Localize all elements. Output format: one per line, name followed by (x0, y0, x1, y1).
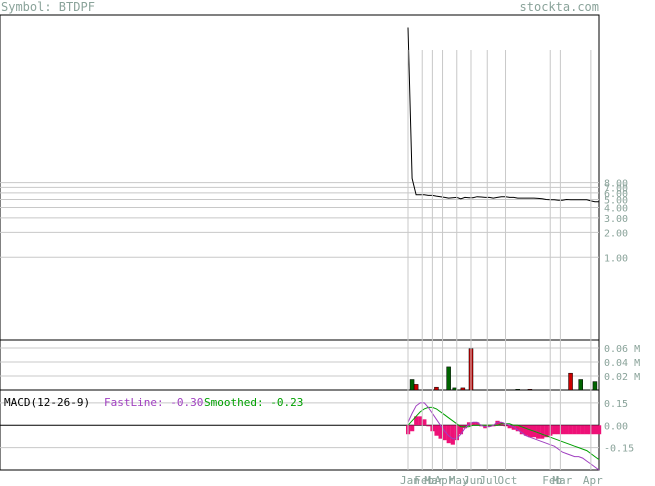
macd-histogram-bar (519, 425, 524, 435)
volume-tick-label: 0.02 M (604, 372, 640, 383)
macd-histogram-bar (584, 425, 590, 435)
macd-histogram-bar (523, 425, 529, 436)
macd-histogram-bar (527, 425, 533, 438)
macd-tick-label: 0.15 (604, 399, 628, 410)
month-tick-label: Jan (400, 474, 420, 486)
macd-histogram-bar (458, 425, 464, 435)
macd-histogram-bar (576, 425, 581, 435)
site-label: stockta.com (520, 0, 599, 14)
macd-histogram-bar (597, 425, 602, 435)
macd-histogram (406, 416, 602, 445)
symbol-label: Symbol: BTDPF (1, 0, 95, 14)
volume-bar (578, 379, 583, 391)
volume-bar (515, 389, 520, 391)
macd-tick-label: -0.15 (604, 444, 634, 455)
month-tick-label: Jun (463, 474, 483, 486)
macd-histogram-bar (438, 425, 443, 439)
macd-histogram-bar (507, 425, 512, 429)
macd-histogram-bar (434, 425, 439, 436)
volume-grid: 0.02 M 0.04 M 0.06 M (0, 344, 640, 383)
macd-histogram-bar (556, 425, 561, 435)
macd-smoothed-line (407, 406, 600, 461)
price-tick-label: 7.00 (604, 183, 628, 194)
volume-bar (527, 389, 533, 391)
volume-bar (568, 372, 573, 391)
volume-bar (460, 387, 466, 391)
month-tick-label: Mar (424, 474, 444, 486)
macd-histogram-bar (487, 425, 492, 427)
macd-histogram-bar (560, 425, 565, 435)
macd-histogram-bar (572, 425, 577, 435)
volume-bar (409, 379, 415, 391)
price-grid: 1.00 2.00 3.004.005.006.007.008.00 (0, 179, 628, 264)
macd-histogram-bar (414, 416, 419, 426)
price-line (407, 27, 599, 203)
price-tick-label: 4.00 (604, 203, 628, 214)
month-tick-label: Apr (435, 474, 455, 486)
macd-histogram-bar (418, 416, 423, 426)
month-tick-label: Feb (414, 474, 434, 486)
macd-histogram-bar (450, 425, 455, 445)
macd-tick-label: 0.00 (604, 421, 628, 432)
volume-bar (452, 387, 457, 391)
macd-histogram-bar (446, 425, 451, 444)
price-series (407, 27, 599, 203)
price-tick-label: 1.00 (604, 253, 628, 264)
macd-smoothed-label: Smoothed: -0.23 (204, 396, 303, 409)
macd-histogram-bar (475, 422, 480, 426)
macd-lines (407, 402, 600, 471)
volume-bar (434, 386, 439, 391)
volume-tick-label: 0.04 M (604, 358, 640, 369)
macd-histogram-bar (568, 425, 573, 435)
price-tick-label: 6.00 (604, 189, 628, 200)
volume-bars (409, 348, 598, 391)
volume-bar (592, 381, 598, 391)
month-tick-label: Oct (498, 474, 518, 486)
macd-histogram-bar (495, 420, 500, 426)
macd-fast-line (407, 402, 600, 471)
month-tick-label: Apr (583, 474, 603, 486)
macd-histogram-bar (592, 425, 598, 435)
macd-histogram-bar (552, 425, 557, 435)
macd-histogram-bar (422, 419, 427, 426)
macd-histogram-bar (564, 425, 569, 435)
macd-title: MACD(12-26-9) (4, 396, 90, 409)
month-tick-label: Mar (552, 474, 572, 486)
macd-histogram-bar (540, 425, 545, 439)
macd-histogram-bar (442, 425, 447, 441)
price-tick-label: 2.00 (604, 228, 628, 239)
macd-histogram-bar (426, 425, 431, 427)
macd-histogram-bar (471, 422, 476, 426)
macd-histogram-bar (511, 425, 516, 430)
month-tick-label: Jul (479, 474, 499, 486)
macd-histogram-bar (410, 425, 415, 432)
macd-histogram-bar (544, 425, 549, 438)
macd-histogram-bar (580, 425, 585, 435)
macd-histogram-bar (536, 425, 541, 439)
price-tick-label: 3.00 (604, 214, 628, 225)
volume-bar (413, 384, 419, 391)
macd-histogram-bar (515, 425, 520, 432)
macd-fastline-label: FastLine: -0.30 (104, 396, 203, 409)
price-tick-label: 5.00 (604, 195, 628, 206)
price-panel (0, 14, 600, 341)
month-tick-label: May (449, 474, 469, 486)
volume-bar (446, 366, 451, 391)
price-tick-label: 8.00 (604, 179, 628, 190)
volume-tick-label: 0.06 M (604, 344, 640, 355)
month-tick-label: Feb (542, 474, 562, 486)
